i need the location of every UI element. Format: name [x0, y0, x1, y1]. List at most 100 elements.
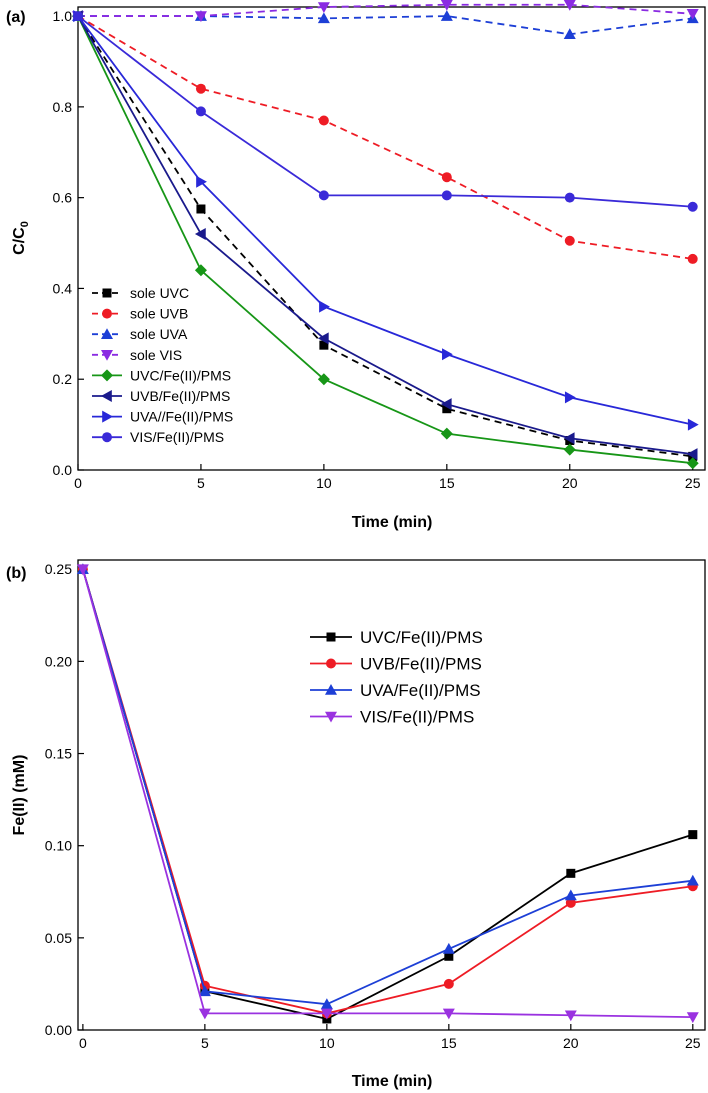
data-point: [442, 942, 455, 954]
data-point: [687, 418, 699, 431]
y-tick-label: 0.00: [45, 1022, 72, 1038]
data-point: [564, 192, 575, 203]
data-point: [198, 1008, 211, 1020]
legend-marker: [102, 432, 112, 443]
data-point: [440, 398, 452, 411]
x-axis-label-b: Time (min): [352, 1073, 433, 1090]
data-point: [687, 201, 698, 212]
legend-label: sole UVB: [130, 306, 188, 322]
data-point: [686, 457, 699, 470]
y-tick-label: 0.2: [53, 371, 73, 387]
data-point: [319, 300, 330, 313]
plot-frame-b: [77, 559, 706, 1031]
data-point: [686, 9, 699, 20]
series-7: [73, 10, 699, 431]
legend-label: sole VIS: [130, 347, 182, 363]
panel-a: (a) Time (min) C/C0 0 5 10 15 20 250.00.20.40…: [6, 0, 706, 531]
legend-marker: [326, 658, 336, 669]
legend-marker: [101, 369, 113, 382]
data-point: [563, 432, 575, 445]
axis-ticks-a: 0 5 10 15 20 25 0.0 0.2 0.4 0.6 0.8 1.0: [53, 8, 701, 491]
legend-marker: [101, 328, 113, 339]
data-point: [443, 978, 454, 989]
data-point: [441, 172, 452, 183]
y-tick-label: 0.6: [53, 190, 73, 206]
x-axis-label-a: Time (min): [352, 514, 433, 531]
data-point: [564, 235, 575, 246]
data-point: [319, 340, 329, 350]
data-point: [194, 264, 207, 277]
data-point: [440, 427, 453, 440]
y-tick-label: 0.10: [45, 838, 72, 854]
x-tick-label: 25: [685, 475, 701, 491]
data-point: [318, 115, 329, 126]
data-point: [194, 227, 206, 240]
legend-label: UVB/Fe(II)/PMS: [130, 388, 230, 404]
legend-marker: [325, 711, 337, 723]
data-point: [564, 889, 577, 901]
y-tick-label: 0.15: [45, 746, 72, 762]
panel-label-a: (a): [6, 9, 26, 26]
data-point: [198, 985, 211, 997]
data-point: [688, 830, 698, 840]
x-tick-label: 15: [439, 475, 455, 491]
series-3: [72, 10, 699, 40]
y-tick-label: 0.20: [45, 653, 72, 669]
data-point: [442, 348, 453, 361]
data-point: [73, 11, 83, 22]
series-line: [82, 568, 693, 1006]
data-point: [76, 564, 89, 576]
data-point: [440, 0, 453, 11]
axis-ticks-b: 0 5 10 15 20 25 0.00 0.05 0.10 0.15 0.20 0.25: [45, 561, 701, 1051]
series-line: [78, 3, 693, 17]
data-point: [566, 868, 576, 878]
legend-label: UVA/Fe(II)/PMS: [360, 681, 481, 700]
x-tick-label: 10: [316, 475, 332, 491]
data-point: [686, 1012, 699, 1024]
data-point: [563, 443, 576, 456]
legend-marker: [101, 350, 113, 361]
panel-b: (b) Time (min) Fe(II) (mM) 0 5 10 15 20 25 0.0…: [6, 559, 706, 1090]
series-line: [82, 568, 693, 1015]
legend-label: sole UVA: [130, 326, 188, 342]
y-tick-label: 1.0: [53, 8, 73, 24]
data-point: [317, 332, 329, 345]
data-point: [440, 10, 453, 21]
series-2: [73, 11, 698, 264]
data-point: [444, 951, 454, 961]
y-axis-label-a: C/C0: [11, 221, 31, 255]
data-point: [195, 106, 206, 117]
data-point: [564, 391, 576, 404]
y-tick-label: 0.8: [53, 99, 73, 115]
data-point: [687, 253, 698, 264]
x-tick-label: 5: [201, 1035, 209, 1051]
plot-frame-a: [77, 6, 706, 471]
data-point: [317, 2, 330, 14]
series-group-b: [76, 563, 699, 1024]
legend-a: sole UVC sole UVB sole UVA sole VIS UVC/Fe(I…: [92, 285, 233, 445]
x-tick-label: 20: [562, 475, 578, 491]
data-point: [196, 175, 207, 188]
series-4: [76, 564, 699, 1024]
x-tick-label: 15: [441, 1035, 457, 1051]
x-tick-label: 25: [685, 1035, 701, 1051]
legend-label: sole UVC: [130, 285, 189, 301]
series-group-a: [72, 0, 699, 470]
data-point: [196, 204, 206, 214]
series-line: [77, 15, 693, 426]
series-8: [73, 11, 698, 212]
series-4: [72, 0, 699, 23]
y-tick-label: 0.05: [45, 930, 72, 946]
series-line: [78, 15, 693, 36]
x-tick-label: 5: [197, 475, 205, 491]
data-point: [318, 190, 329, 201]
data-point: [317, 373, 330, 386]
legend-marker: [326, 632, 336, 642]
series-line: [77, 15, 693, 208]
y-axis-label-b: Fe(II) (mM): [11, 755, 28, 836]
legend-marker: [325, 684, 337, 695]
data-point: [563, 0, 576, 11]
data-point: [317, 12, 330, 24]
series-5: [72, 10, 699, 470]
